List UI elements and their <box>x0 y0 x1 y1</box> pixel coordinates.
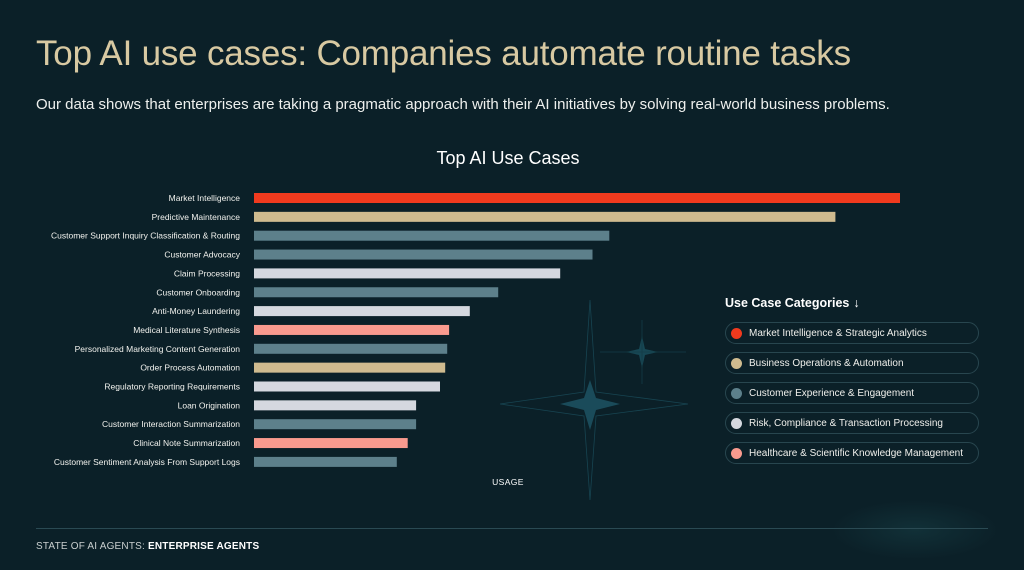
bar <box>254 287 499 298</box>
x-axis-label: USAGE <box>492 477 524 487</box>
bar <box>254 343 448 354</box>
legend-title: Use Case Categories ↓ <box>725 296 985 310</box>
category-label: Anti-Money Laundering <box>152 306 240 316</box>
legend-swatch-icon <box>731 387 742 399</box>
legend-swatch-icon <box>731 357 742 369</box>
arrow-down-icon: ↓ <box>853 296 860 310</box>
page-subtitle: Our data shows that enterprises are taki… <box>36 96 890 113</box>
footer-prefix: STATE OF AI AGENTS: <box>36 541 148 552</box>
legend: Use Case Categories ↓ Market Intelligence… <box>725 296 985 472</box>
category-label: Claim Processing <box>174 268 240 278</box>
large-sparkle-icon <box>499 299 689 501</box>
category-label: Customer Advocacy <box>164 250 240 260</box>
footer-bold: ENTERPRISE AGENTS <box>147 541 260 552</box>
category-label: Clinical Note Summarization <box>133 438 240 448</box>
page-title: Top AI use cases: Companies automate rou… <box>36 34 851 73</box>
bar <box>254 324 450 335</box>
legend-title-text: Use Case Categories <box>725 296 850 310</box>
legend-swatch-icon <box>731 417 742 429</box>
category-label: Order Process Automation <box>140 363 240 373</box>
bar <box>254 400 417 411</box>
category-label: Customer Support Inquiry Classification … <box>51 231 240 241</box>
legend-item: Market Intelligence & Strategic Analytic… <box>725 322 979 344</box>
category-label: Medical Literature Synthesis <box>133 325 240 335</box>
footer-glow <box>830 500 1000 560</box>
bar <box>254 249 593 260</box>
legend-swatch-icon <box>731 327 742 339</box>
bar <box>254 306 470 317</box>
bar <box>254 419 417 430</box>
category-label: Market Intelligence <box>169 193 241 203</box>
category-label: Regulatory Reporting Requirements <box>104 382 240 392</box>
legend-swatch-icon <box>731 447 742 459</box>
large-sparkle-core-icon <box>560 380 620 430</box>
bar <box>254 381 440 392</box>
category-label: Customer Onboarding <box>156 287 240 297</box>
category-label: Customer Interaction Summarization <box>102 419 240 429</box>
category-label: Personalized Marketing Content Generatio… <box>75 344 241 354</box>
bar <box>254 230 610 241</box>
bar <box>254 268 561 279</box>
legend-label: Customer Experience & Engagement <box>749 387 915 399</box>
legend-label: Business Operations & Automation <box>749 357 904 369</box>
legend-item: Business Operations & Automation <box>725 352 979 374</box>
legend-item: Healthcare & Scientific Knowledge Manage… <box>725 442 979 464</box>
bar <box>254 211 836 222</box>
category-label: Loan Origination <box>178 400 241 410</box>
bar <box>254 456 397 467</box>
legend-item: Risk, Compliance & Transaction Processin… <box>725 412 979 434</box>
category-label: Predictive Maintenance <box>152 212 241 222</box>
footer-divider <box>36 528 988 529</box>
legend-label: Risk, Compliance & Transaction Processin… <box>749 417 943 429</box>
legend-label: Healthcare & Scientific Knowledge Manage… <box>749 447 964 459</box>
footer: STATE OF AI AGENTS: ENTERPRISE AGENTS <box>36 541 259 552</box>
bar <box>254 193 900 203</box>
legend-label: Market Intelligence & Strategic Analytic… <box>749 327 927 339</box>
legend-item: Customer Experience & Engagement <box>725 382 979 404</box>
category-label: Customer Sentiment Analysis From Support… <box>54 457 240 467</box>
sparkle-decoration <box>499 299 689 501</box>
bar <box>254 438 408 449</box>
bar <box>254 362 446 373</box>
chart-title: Top AI Use Cases <box>436 148 580 168</box>
